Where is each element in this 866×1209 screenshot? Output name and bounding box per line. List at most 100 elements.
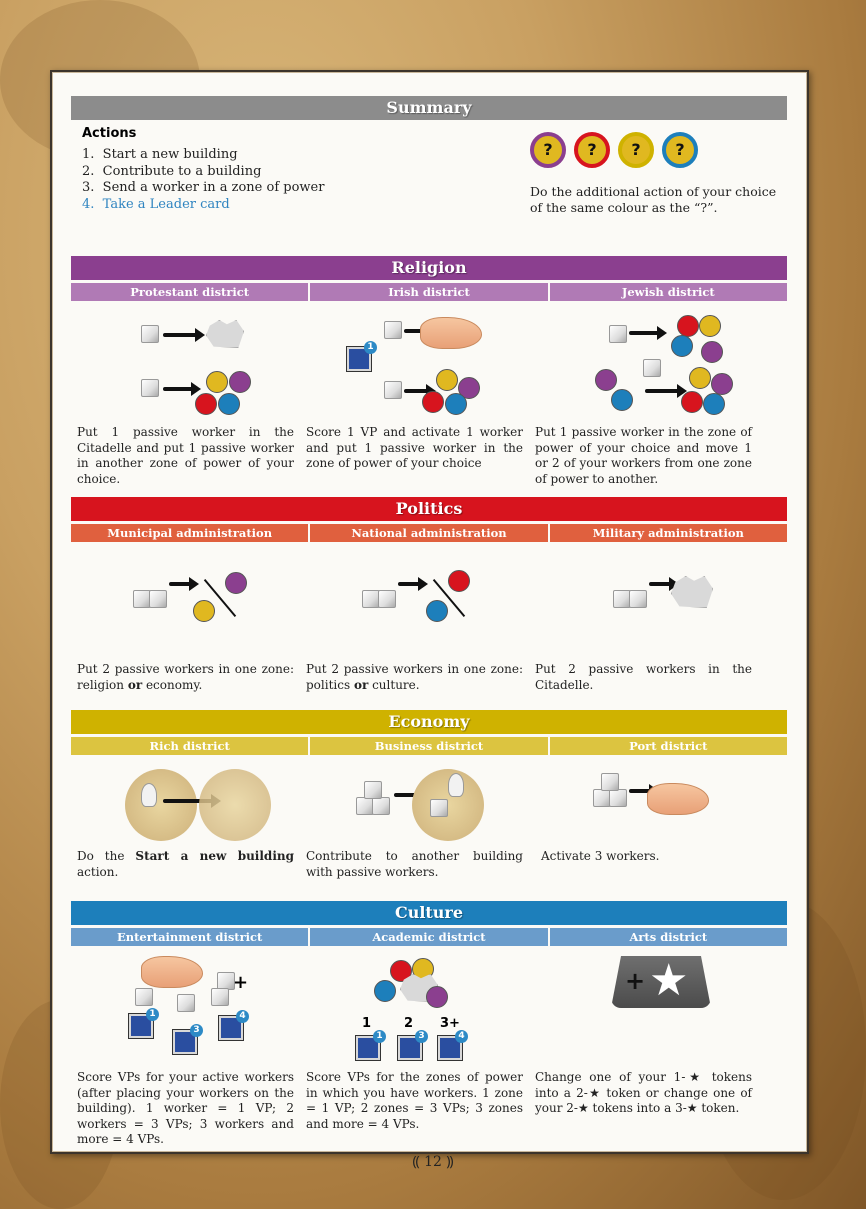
action-item: 2. Contribute to a building bbox=[82, 164, 324, 181]
page-frame: Summary Actions 1. Start a new building … bbox=[50, 70, 809, 1154]
protestant-illustration bbox=[71, 301, 298, 425]
culture-token-icon bbox=[703, 393, 725, 415]
action-item: 4. Take a Leader card bbox=[82, 197, 324, 214]
vp-token-icon: 1 bbox=[347, 341, 377, 371]
action-item: 3. Send a worker in a zone of power bbox=[82, 180, 324, 197]
religion-token-icon bbox=[689, 367, 711, 389]
action-number: 3. bbox=[82, 180, 95, 195]
action-number: 2. bbox=[82, 163, 95, 179]
religion-token-icon bbox=[206, 371, 228, 393]
politics-token-icon bbox=[681, 391, 703, 413]
rich-description: Do the Start a new building action. bbox=[71, 849, 298, 880]
badge-value: 4 bbox=[455, 1030, 468, 1043]
worker-cube-icon bbox=[177, 994, 195, 1012]
worker-cube-icon bbox=[141, 379, 159, 397]
district-header-arts: Arts district bbox=[549, 928, 787, 946]
culture-columns: + 1 3 4 Score VPs for your active worker… bbox=[71, 946, 787, 1146]
action-text: Start a new building bbox=[102, 147, 238, 162]
rich-illustration bbox=[71, 755, 298, 849]
military-illustration bbox=[529, 542, 756, 662]
arrow-icon bbox=[649, 577, 679, 591]
badge-value: 3 bbox=[190, 1024, 203, 1037]
action-item: 1. Start a new building bbox=[82, 147, 324, 164]
military-district: Put 2 passive workers in the Citadelle. bbox=[529, 542, 756, 710]
district-header-business: Business district bbox=[310, 737, 548, 755]
entertainment-description: Score VPs for your active workers (after… bbox=[77, 1070, 294, 1146]
politics-token-icon bbox=[195, 393, 217, 415]
politics-token-icon bbox=[422, 391, 444, 413]
citadelle-icon bbox=[671, 576, 713, 608]
worker-cube-icon bbox=[430, 799, 448, 817]
worker-cube-icon bbox=[384, 381, 402, 399]
district-header-port: Port district bbox=[549, 737, 787, 755]
politics-title-bar: Politics bbox=[71, 497, 787, 521]
vp-token-icon: 3 bbox=[398, 1030, 428, 1060]
municipal-illustration bbox=[71, 542, 298, 662]
page-number: ⸨ 12 ⸩ bbox=[412, 1154, 454, 1170]
politics-question-token-icon: ? bbox=[574, 132, 610, 168]
culture-token-icon bbox=[671, 335, 693, 357]
district-header-municipal: Municipal administration bbox=[71, 524, 309, 542]
summary-title-bar: Summary bbox=[71, 96, 787, 120]
text-part: Put 2 passive workers in one zone: polit… bbox=[306, 662, 523, 692]
business-illustration bbox=[300, 755, 527, 849]
port-district: Activate 3 workers. bbox=[529, 755, 756, 901]
action-emphasis: Start a new building bbox=[135, 849, 294, 863]
additional-action-text: Do the additional action of your choice … bbox=[530, 184, 777, 215]
building-site-icon bbox=[125, 769, 197, 841]
vp-token-icon: 4 bbox=[438, 1030, 468, 1060]
hand-icon bbox=[647, 783, 709, 815]
economy-question-token-icon: ? bbox=[618, 132, 654, 168]
protestant-description: Put 1 passive worker in the Citadelle an… bbox=[77, 425, 294, 486]
worker-cube-icon bbox=[135, 988, 153, 1006]
pawn-icon bbox=[141, 783, 157, 807]
arts-description: Change one of your 1-★ tokens into a 2-★… bbox=[535, 1070, 752, 1115]
politics-columns: Put 2 passive workers in one zone: relig… bbox=[71, 542, 787, 710]
worker-cube-icon bbox=[629, 590, 647, 608]
municipal-description: Put 2 passive workers in one zone: relig… bbox=[71, 662, 298, 693]
culture-token-icon bbox=[426, 600, 448, 622]
badge-value: 1 bbox=[364, 341, 377, 354]
jewish-illustration bbox=[529, 301, 756, 425]
text-part: action. bbox=[77, 864, 119, 879]
district-header-irish: Irish district bbox=[310, 283, 548, 301]
plus-icon: + bbox=[625, 967, 646, 995]
arrow-icon bbox=[163, 382, 201, 396]
action-text: Contribute to a building bbox=[102, 163, 262, 179]
entertainment-district: + 1 3 4 Score VPs for your active worker… bbox=[71, 946, 298, 1146]
national-illustration bbox=[300, 542, 527, 662]
text-part: economy. bbox=[142, 677, 203, 692]
arts-district: + ★ Change one of your 1-★ tokens into a… bbox=[529, 946, 756, 1146]
arrow-icon bbox=[169, 577, 199, 591]
national-district: Put 2 passive workers in one zone: polit… bbox=[300, 542, 527, 710]
worker-cube-icon bbox=[141, 325, 159, 343]
rich-district: Do the Start a new building action. bbox=[71, 755, 298, 901]
jewish-district: Put 1 passive worker in the zone of powe… bbox=[529, 301, 756, 497]
academic-illustration: 1 2 3+ 1 3 4 bbox=[300, 946, 527, 1070]
culture-token-icon bbox=[611, 389, 633, 411]
vp-token-icon: 1 bbox=[356, 1030, 386, 1060]
pawn-icon bbox=[448, 773, 464, 797]
arts-illustration: + ★ bbox=[529, 946, 756, 1070]
badge-value: 3 bbox=[415, 1030, 428, 1043]
worker-cube-icon bbox=[384, 321, 402, 339]
arrow-icon bbox=[645, 384, 687, 398]
economy-token-icon bbox=[595, 369, 617, 391]
vp-token-icon: 4 bbox=[219, 1010, 249, 1040]
religion-columns: Put 1 passive worker in the Citadelle an… bbox=[71, 301, 787, 497]
politics-token-icon bbox=[390, 960, 412, 982]
academic-district: 1 2 3+ 1 3 4 Score VPs for the zones of … bbox=[300, 946, 527, 1146]
irish-district: 1 Score 1 VP and activate 1 worker and p… bbox=[300, 301, 527, 497]
citadelle-icon bbox=[206, 320, 244, 348]
worker-cube-icon bbox=[643, 359, 661, 377]
politics-districts-header: Municipal administration National admini… bbox=[71, 524, 787, 542]
action-number: 1. bbox=[82, 147, 95, 162]
worker-cube-icon bbox=[149, 590, 167, 608]
vp-token-icon: 1 bbox=[129, 1008, 159, 1038]
level-label: 1 bbox=[362, 1016, 372, 1031]
national-description: Put 2 passive workers in one zone: polit… bbox=[300, 662, 527, 693]
economy-districts-header: Rich district Business district Port dis… bbox=[71, 737, 787, 755]
page-number-value: 12 bbox=[424, 1154, 442, 1170]
religion-token-icon bbox=[193, 600, 215, 622]
municipal-district: Put 2 passive workers in one zone: relig… bbox=[71, 542, 298, 710]
